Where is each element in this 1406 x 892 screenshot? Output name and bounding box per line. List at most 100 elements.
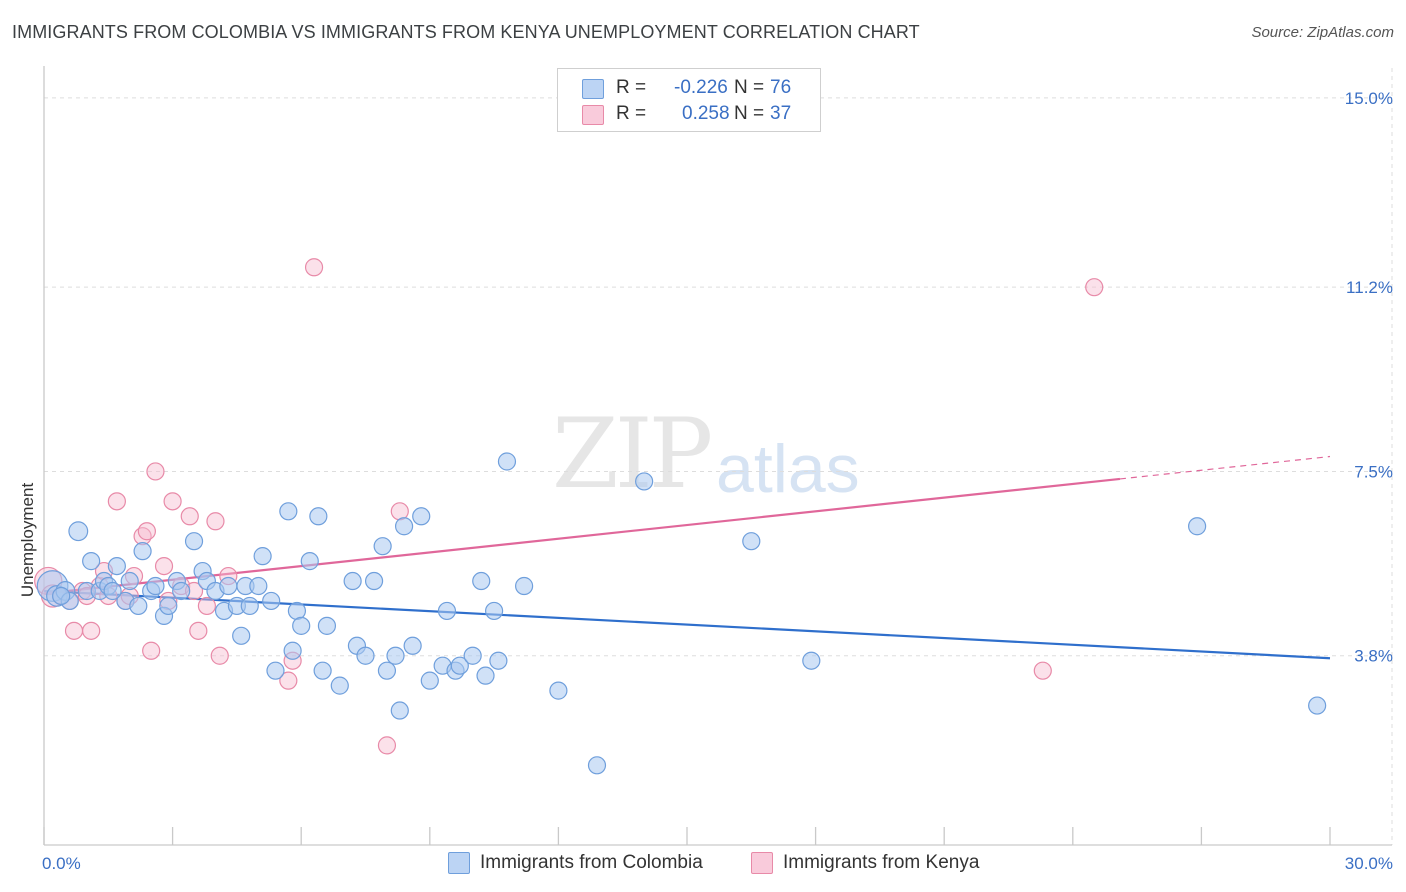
legend-r-value: 0.258 [682,103,730,124]
watermark-atlas: atlas [716,431,860,507]
legend-n-label: N = [734,103,765,124]
y-tick-label: 7.5% [1354,462,1393,481]
axis-layer [43,66,1392,846]
colombia-point [450,656,469,675]
colombia-point [120,571,139,591]
colombia-point [390,701,409,720]
colombia-point [309,507,328,526]
colombia-point [262,591,281,611]
colombia-point [317,616,337,635]
colombia-point [103,581,122,601]
bottom-legend-swatch-colombia [448,852,470,874]
bottom-legend-label-colombia: Immigrants from Colombia [480,852,703,873]
colombia-point [68,521,89,542]
kenya-point [189,621,208,640]
y-tick-label: 3.8% [1354,647,1393,666]
colombia-point [146,576,165,596]
kenya-point [1085,278,1104,297]
kenya-point [163,492,182,511]
kenya-trend-extension [1119,455,1331,480]
colombia-point [373,537,392,556]
colombia-point [300,552,319,571]
kenya-point [1033,661,1052,680]
kenya-point [82,621,101,640]
source-label: Source: ZipAtlas.com [1251,24,1394,41]
colombia-point [313,661,332,680]
stats-legend: R = -0.226 N = 76 R = 0.258 N = 37 [557,68,821,132]
legend-r-label: R = [616,103,647,124]
colombia-trend-line [43,589,1331,660]
colombia-point [1308,696,1327,715]
colombia-point [330,676,349,695]
tick-label-layer: 3.8% 7.5% 11.2% 15.0% 0.0% 30.0% [42,89,1393,873]
colombia-point [549,681,568,700]
colombia-point [129,596,148,616]
colombia-point [587,756,607,775]
colombia-point [386,646,405,665]
legend-swatch-colombia [582,79,604,99]
legend-n-label: N = [734,77,765,98]
colombia-point [472,571,491,591]
colombia-point [437,601,457,621]
colombia-point [420,671,439,690]
chart-title: IMMIGRANTS FROM COLOMBIA VS IMMIGRANTS F… [12,22,920,42]
colombia-point [412,507,431,526]
watermark-zip: ZIP [552,398,713,510]
x-tick-label: 30.0% [1345,854,1393,873]
colombia-point [219,576,238,596]
colombia-point [356,646,375,665]
colombia-point [52,586,71,606]
y-tick-label: 11.2% [1346,278,1393,297]
legend-r-label: R = [616,77,647,98]
x-tick-label: 0.0% [42,854,81,873]
bottom-legend-swatch-kenya [751,852,773,874]
colombia-point [497,452,517,471]
kenya-point [304,258,324,277]
colombia-point [343,571,362,591]
colombia-point [635,472,654,491]
grid-layer [44,68,1394,845]
legend-n-value: 76 [770,77,792,98]
kenya-point [390,502,409,521]
colombia-point [403,636,422,655]
colombia-point [489,651,508,670]
kenya-trend-line [43,477,1121,595]
kenya-point [137,522,156,541]
points-layer [34,258,1327,775]
colombia-point [292,616,311,635]
kenya-point [377,736,397,755]
legend-swatch-kenya [582,105,604,125]
colombia-point [279,502,298,521]
colombia-point [184,532,204,551]
colombia-point [394,517,414,536]
colombia-point [133,542,152,561]
colombia-point [742,532,761,551]
colombia-point [253,547,272,566]
kenya-point [210,646,229,665]
colombia-point [802,651,821,670]
kenya-point [142,641,161,660]
kenya-point [107,492,126,511]
colombia-point [172,581,191,601]
colombia-point [515,576,534,596]
colombia-point [249,576,268,596]
colombia-point [107,556,126,576]
colombia-point [283,641,302,660]
y-tick-label: 15.0% [1345,89,1393,108]
kenya-point [146,462,165,481]
legend-n-value: 37 [770,103,792,124]
colombia-point [82,552,101,571]
colombia-point [159,596,178,616]
colombia-point [266,661,285,680]
bottom-legend-label-kenya: Immigrants from Kenya [783,852,980,873]
colombia-point [364,571,384,591]
kenya-point [64,621,84,640]
colombia-point [377,661,397,680]
kenya-point [279,671,298,690]
colombia-point [476,666,495,685]
colombia-point [232,626,251,645]
colombia-point [485,601,504,621]
legend-r-value: -0.226 [674,77,728,98]
trend-layer [43,455,1331,660]
colombia-point [287,601,307,621]
